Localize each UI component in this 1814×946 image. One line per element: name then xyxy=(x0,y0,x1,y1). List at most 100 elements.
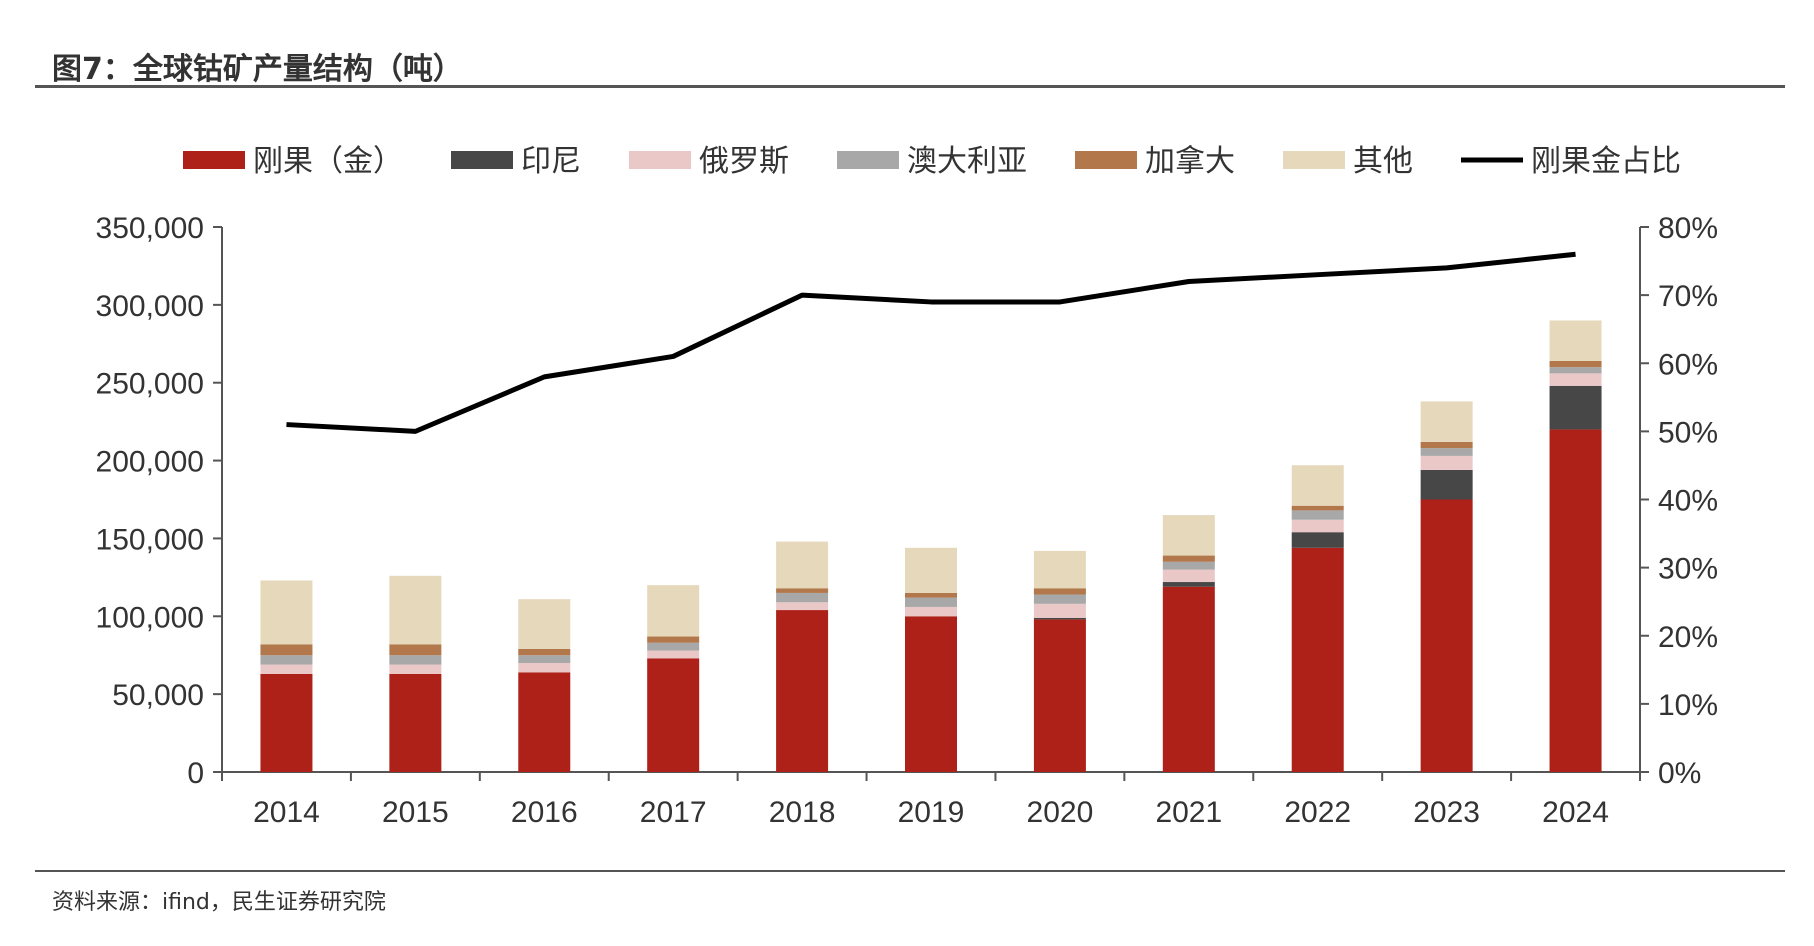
title-divider xyxy=(35,85,1785,88)
share-line xyxy=(286,251,1576,434)
x-axis-label-2024: 2024 xyxy=(1542,796,1609,829)
bar-2022-series-3 xyxy=(1291,510,1344,520)
x-axis-label-2019: 2019 xyxy=(898,796,965,829)
bar-2016-series-0 xyxy=(518,672,571,772)
legend-label-3: 澳大利亚 xyxy=(907,145,1027,178)
legend-swatch-4 xyxy=(1075,151,1137,169)
bar-2018-series-2 xyxy=(776,602,829,611)
bar-2021-series-5 xyxy=(1162,515,1215,556)
legend-label-5: 其他 xyxy=(1353,145,1413,178)
bar-2022-series-0 xyxy=(1291,547,1344,772)
bar-2024-series-5 xyxy=(1549,320,1602,361)
bar-2024-series-4 xyxy=(1549,360,1602,368)
right-axis-tick-label: 40% xyxy=(1658,485,1718,518)
bar-2024-series-1 xyxy=(1549,385,1602,430)
bar-2019-series-5 xyxy=(905,547,957,593)
bar-2021-series-4 xyxy=(1162,555,1215,562)
bar-2023-series-1 xyxy=(1420,469,1473,500)
left-axis-tick-label: 100,000 xyxy=(96,601,204,634)
bar-2018-series-0 xyxy=(776,610,829,772)
legend-label-6: 刚果金占比 xyxy=(1531,145,1681,178)
bar-2017-series-5 xyxy=(647,585,700,637)
x-axis-label-2022: 2022 xyxy=(1284,796,1351,829)
bar-2014-series-0 xyxy=(260,673,313,772)
right-axis-tick-label: 50% xyxy=(1658,416,1718,449)
legend-label-2: 俄罗斯 xyxy=(699,145,789,178)
x-axis-label-2023: 2023 xyxy=(1413,796,1480,829)
x-axis-label-2020: 2020 xyxy=(1027,796,1094,829)
bar-2022-series-5 xyxy=(1291,465,1344,506)
bar-2016-series-2 xyxy=(518,663,571,673)
legend-swatch-3 xyxy=(837,151,899,169)
right-axis-tick-label: 0% xyxy=(1658,757,1701,790)
left-axis-tick-label: 0 xyxy=(187,757,204,790)
bar-2015-series-0 xyxy=(389,673,442,772)
left-axis-tick-label: 150,000 xyxy=(96,523,204,556)
bar-2023-series-3 xyxy=(1420,448,1473,456)
bar-2018-series-5 xyxy=(776,541,829,589)
bar-2018-series-3 xyxy=(776,592,829,603)
right-axis-tick-label: 30% xyxy=(1658,553,1718,586)
bar-2023-series-4 xyxy=(1420,441,1473,449)
bar-2014-series-4 xyxy=(260,644,313,656)
bar-2022-series-2 xyxy=(1291,519,1344,533)
legend-swatch-5 xyxy=(1283,151,1345,169)
right-axis-tick-label: 80% xyxy=(1658,212,1718,245)
bar-2023-series-5 xyxy=(1420,401,1473,442)
legend-swatch-0 xyxy=(183,151,245,169)
bar-2021-series-3 xyxy=(1162,561,1215,570)
bar-2019-series-0 xyxy=(905,616,957,772)
bar-2022-series-1 xyxy=(1291,532,1344,548)
bar-2015-series-2 xyxy=(389,664,442,674)
bar-2020-series-3 xyxy=(1033,594,1086,604)
bar-2024-series-0 xyxy=(1549,429,1602,772)
bar-2021-series-2 xyxy=(1162,569,1215,583)
bar-2020-series-4 xyxy=(1033,588,1086,595)
x-axis-label-2017: 2017 xyxy=(640,796,707,829)
bar-2019-series-2 xyxy=(905,606,957,617)
right-axis-tick-label: 60% xyxy=(1658,348,1718,381)
bar-2019-series-3 xyxy=(905,597,957,607)
bar-2016-series-5 xyxy=(518,599,571,649)
right-axis-tick-label: 10% xyxy=(1658,689,1718,722)
bar-2023-series-0 xyxy=(1420,499,1473,772)
bar-2021-series-1 xyxy=(1162,582,1215,587)
legend-label-0: 刚果（金） xyxy=(253,145,403,178)
right-axis-tick-label: 70% xyxy=(1658,280,1718,313)
bar-2020-series-2 xyxy=(1033,603,1086,618)
bar-2020-series-1 xyxy=(1033,617,1086,620)
bar-2015-series-3 xyxy=(389,655,442,665)
bar-2015-series-4 xyxy=(389,644,442,656)
bar-2017-series-0 xyxy=(647,658,700,772)
x-axis-label-2016: 2016 xyxy=(511,796,578,829)
bar-2020-series-5 xyxy=(1033,550,1086,589)
left-axis-tick-label: 250,000 xyxy=(96,368,204,401)
bar-2024-series-2 xyxy=(1549,373,1602,386)
x-axis-label-2014: 2014 xyxy=(253,796,320,829)
legend-swatch-1 xyxy=(451,151,513,169)
bar-2021-series-0 xyxy=(1162,586,1215,772)
bar-2017-series-2 xyxy=(647,650,700,659)
bar-2015-series-5 xyxy=(389,575,442,645)
x-axis-label-2021: 2021 xyxy=(1155,796,1222,829)
chart-title: 图7：全球钴矿产量结构（吨） xyxy=(52,52,463,87)
bar-2014-series-3 xyxy=(260,655,313,665)
source-note: 资料来源：ifind，民生证券研究院 xyxy=(52,890,386,915)
left-axis-tick-label: 200,000 xyxy=(96,446,204,479)
left-axis-tick-label: 350,000 xyxy=(96,212,204,245)
bar-2017-series-4 xyxy=(647,636,700,643)
bar-2022-series-4 xyxy=(1291,505,1344,511)
bar-2023-series-2 xyxy=(1420,455,1473,470)
bar-2014-series-2 xyxy=(260,664,313,674)
left-axis-tick-label: 50,000 xyxy=(112,679,204,712)
bar-2016-series-3 xyxy=(518,655,571,663)
legend-label-1: 印尼 xyxy=(521,145,581,178)
bar-2024-series-3 xyxy=(1549,367,1602,374)
x-axis-label-2018: 2018 xyxy=(769,796,836,829)
bar-2014-series-5 xyxy=(260,580,313,645)
bar-2017-series-3 xyxy=(647,642,700,651)
bar-2016-series-4 xyxy=(518,648,571,656)
left-axis-tick-label: 300,000 xyxy=(96,290,204,323)
legend-swatch-2 xyxy=(629,151,691,169)
legend-label-4: 加拿大 xyxy=(1145,145,1235,178)
